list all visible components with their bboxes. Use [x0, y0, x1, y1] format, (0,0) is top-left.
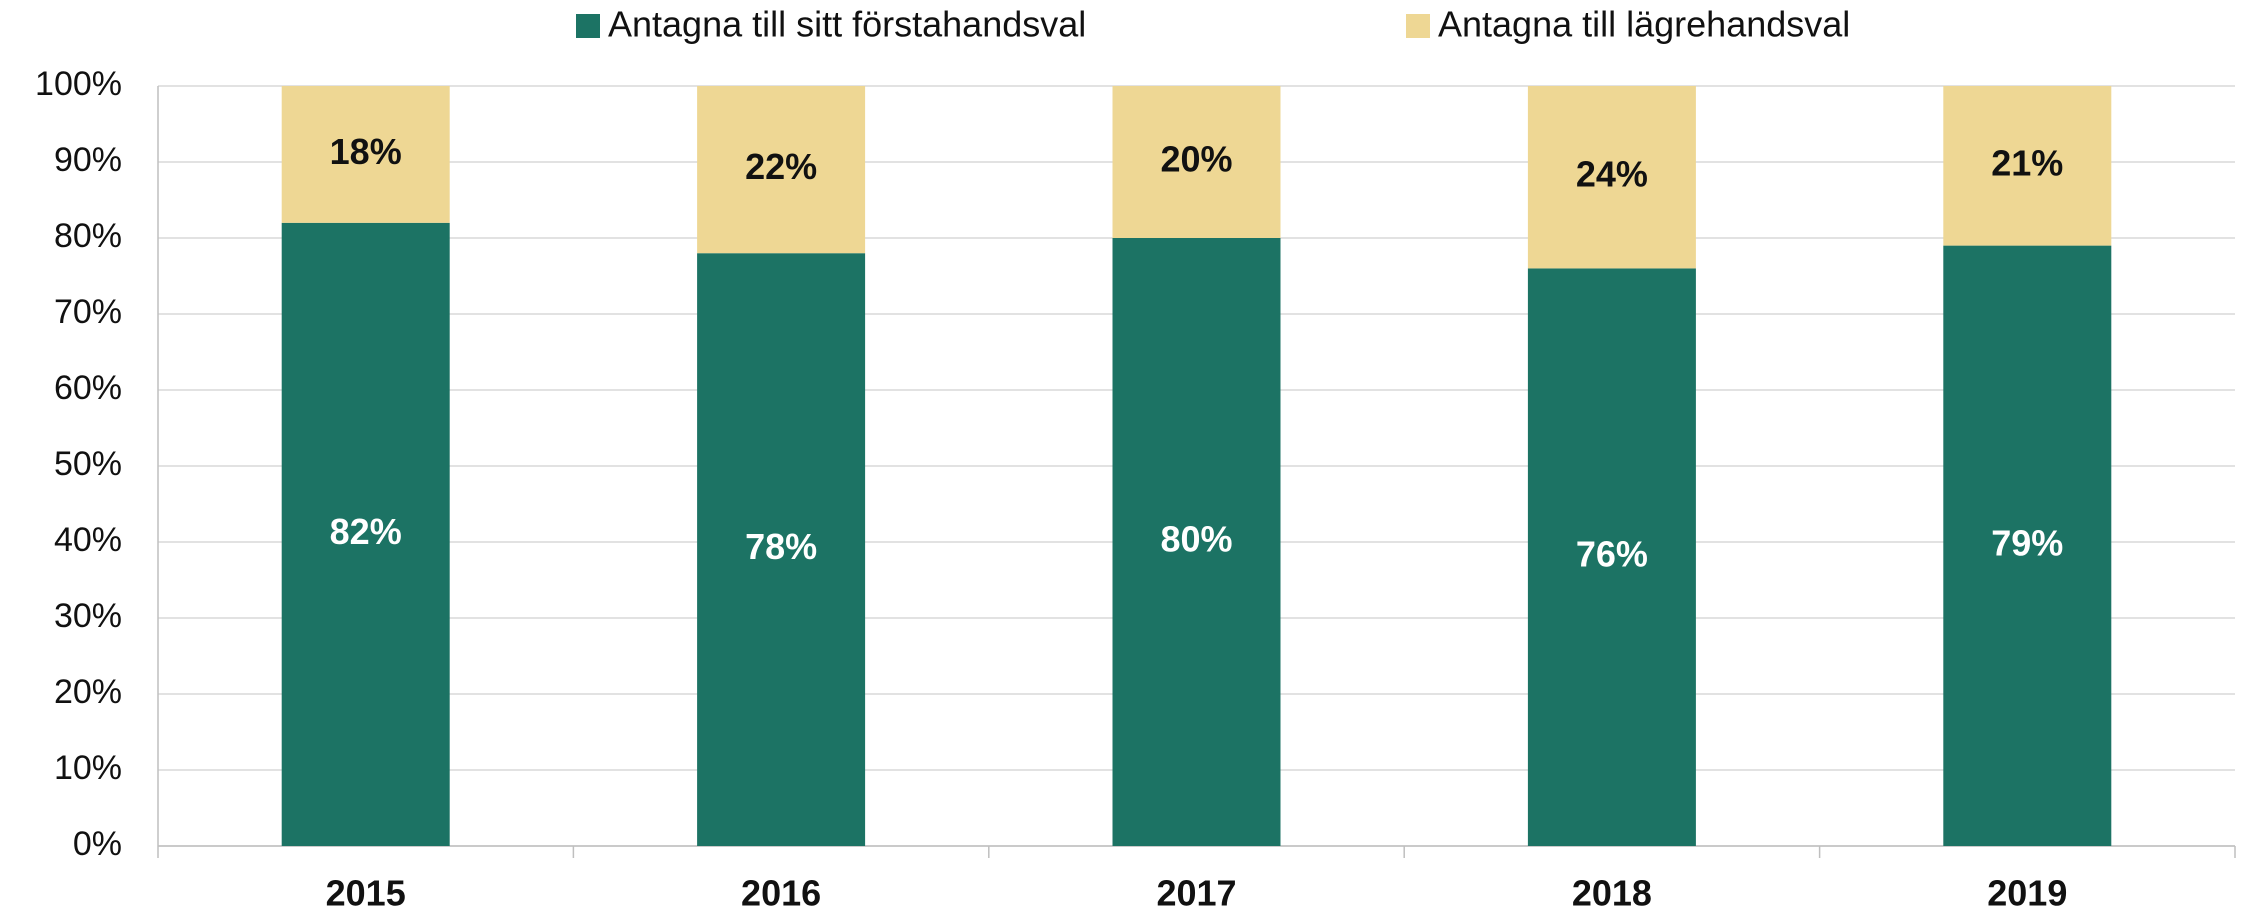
bar-segment — [1943, 86, 2112, 246]
y-tick-label: 20% — [54, 673, 122, 711]
y-tick-label: 50% — [54, 445, 122, 483]
data-label: 82% — [330, 511, 402, 552]
data-label: 24% — [1576, 154, 1648, 195]
y-tick-label: 40% — [54, 521, 122, 559]
y-tick-label: 60% — [54, 369, 122, 407]
x-tick-label: 2017 — [1156, 873, 1236, 914]
y-tick-label: 90% — [54, 141, 122, 179]
y-tick-label: 100% — [35, 65, 122, 103]
data-label: 18% — [330, 131, 402, 172]
bar-segment — [697, 86, 866, 254]
y-tick-label: 80% — [54, 217, 122, 255]
x-tick-label: 2018 — [1572, 873, 1652, 914]
y-tick-label: 10% — [54, 749, 122, 787]
bar-segment — [281, 222, 450, 847]
legend-swatch — [1406, 14, 1430, 38]
data-label: 21% — [1991, 142, 2063, 183]
x-tick-label: 2016 — [741, 873, 821, 914]
legend-swatch — [576, 14, 600, 38]
bar-segment — [1112, 238, 1281, 846]
y-tick-label: 70% — [54, 293, 122, 331]
x-tick-label: 2015 — [326, 873, 406, 914]
data-label: 78% — [745, 526, 817, 567]
data-label: 76% — [1576, 534, 1648, 575]
y-tick-label: 0% — [73, 825, 122, 863]
y-tick-label: 30% — [54, 597, 122, 635]
bar-segment — [1112, 86, 1281, 238]
x-tick-label: 2019 — [1987, 873, 2067, 914]
data-label: 80% — [1160, 519, 1232, 560]
data-label: 79% — [1991, 522, 2063, 563]
data-label: 22% — [745, 146, 817, 187]
legend-label: Antagna till sitt förstahandsval — [608, 4, 1086, 45]
bar-segment — [1527, 86, 1696, 269]
bar-segment — [281, 86, 450, 223]
bar-segment — [697, 253, 866, 846]
bar-segment — [1943, 245, 2112, 847]
data-label: 20% — [1160, 139, 1232, 180]
bar-segment — [1527, 268, 1696, 846]
legend-label: Antagna till lägrehandsval — [1438, 4, 1850, 45]
